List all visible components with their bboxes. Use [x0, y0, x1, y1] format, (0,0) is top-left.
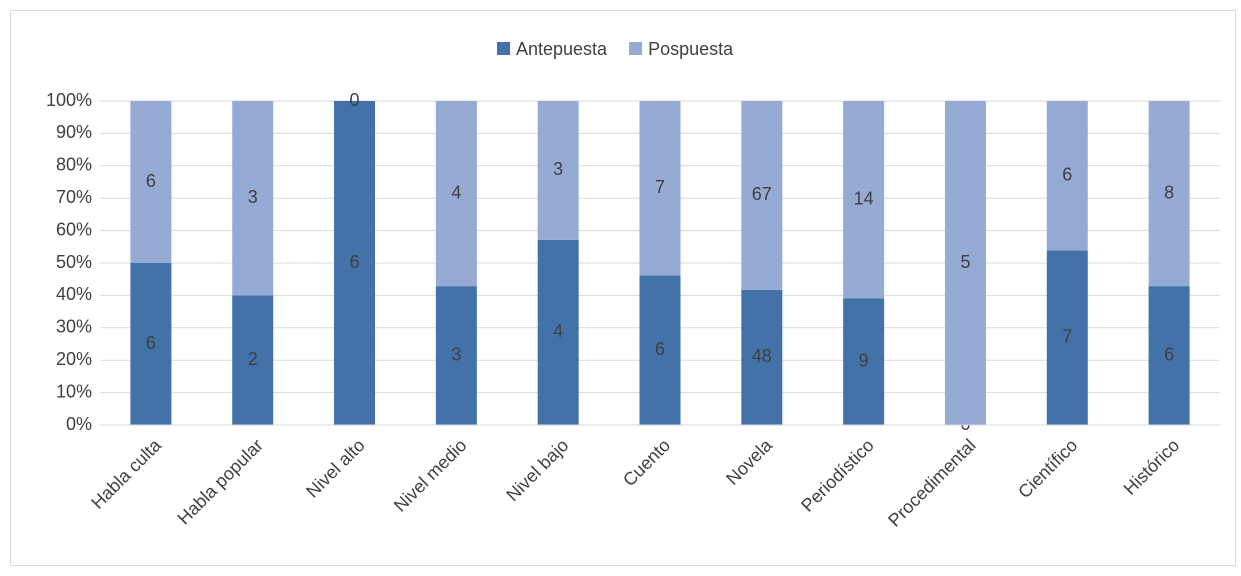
data-label: 6	[350, 252, 360, 272]
data-label: 7	[1062, 327, 1072, 347]
bar-segment	[435, 101, 477, 287]
legend-label: Pospuesta	[648, 39, 734, 59]
y-tick-label: 0%	[66, 414, 92, 434]
data-label: 6	[1164, 344, 1174, 364]
data-label: 6	[146, 333, 156, 353]
data-label: 48	[752, 346, 772, 366]
bar-segment	[944, 101, 986, 425]
y-tick-label: 50%	[56, 252, 92, 272]
bar-segment	[639, 275, 681, 425]
bar-segment	[639, 101, 681, 276]
bar-segment	[130, 101, 172, 263]
data-label: 7	[655, 177, 665, 197]
data-label: 4	[451, 182, 461, 202]
y-tick-label: 10%	[56, 381, 92, 401]
bar-segment	[1046, 250, 1088, 425]
y-tick-label: 90%	[56, 122, 92, 142]
data-label: 3	[451, 344, 461, 364]
data-label: 14	[854, 188, 874, 208]
data-label: 3	[553, 159, 563, 179]
bar-segment	[537, 101, 579, 240]
legend-swatch	[497, 42, 510, 55]
bar-segment	[232, 295, 274, 425]
bar-segment	[232, 101, 274, 296]
data-label: 5	[960, 252, 970, 272]
bar-segment	[537, 239, 579, 425]
data-label: 6	[146, 171, 156, 191]
legend-label: Antepuesta	[516, 39, 608, 59]
bar-segment	[1148, 286, 1190, 425]
data-label: 9	[859, 350, 869, 370]
bar-segment	[843, 298, 885, 425]
bar-segment	[741, 289, 783, 425]
bar-segment	[435, 286, 477, 425]
bar-segment	[843, 101, 885, 299]
data-label: 6	[655, 339, 665, 359]
y-tick-label: 40%	[56, 284, 92, 304]
bar-segment	[1046, 101, 1088, 251]
data-label: 3	[248, 187, 258, 207]
bar-segment	[741, 101, 783, 290]
y-tick-label: 60%	[56, 219, 92, 239]
bar-segment	[1148, 101, 1190, 287]
y-tick-label: 30%	[56, 317, 92, 337]
legend-swatch	[629, 42, 643, 55]
y-tick-label: 80%	[56, 155, 92, 175]
bar-segment	[130, 263, 172, 425]
data-label: 0	[350, 90, 360, 110]
y-tick-label: 20%	[56, 349, 92, 369]
chart-border	[10, 10, 1236, 566]
y-tick-label: 70%	[56, 187, 92, 207]
data-label: 2	[248, 349, 258, 369]
data-label: 4	[553, 321, 563, 341]
data-label: 8	[1164, 182, 1174, 202]
y-tick-label: 100%	[46, 90, 92, 110]
bar-segment	[334, 101, 376, 425]
data-label: 67	[752, 184, 772, 204]
data-label: 6	[1062, 165, 1072, 185]
